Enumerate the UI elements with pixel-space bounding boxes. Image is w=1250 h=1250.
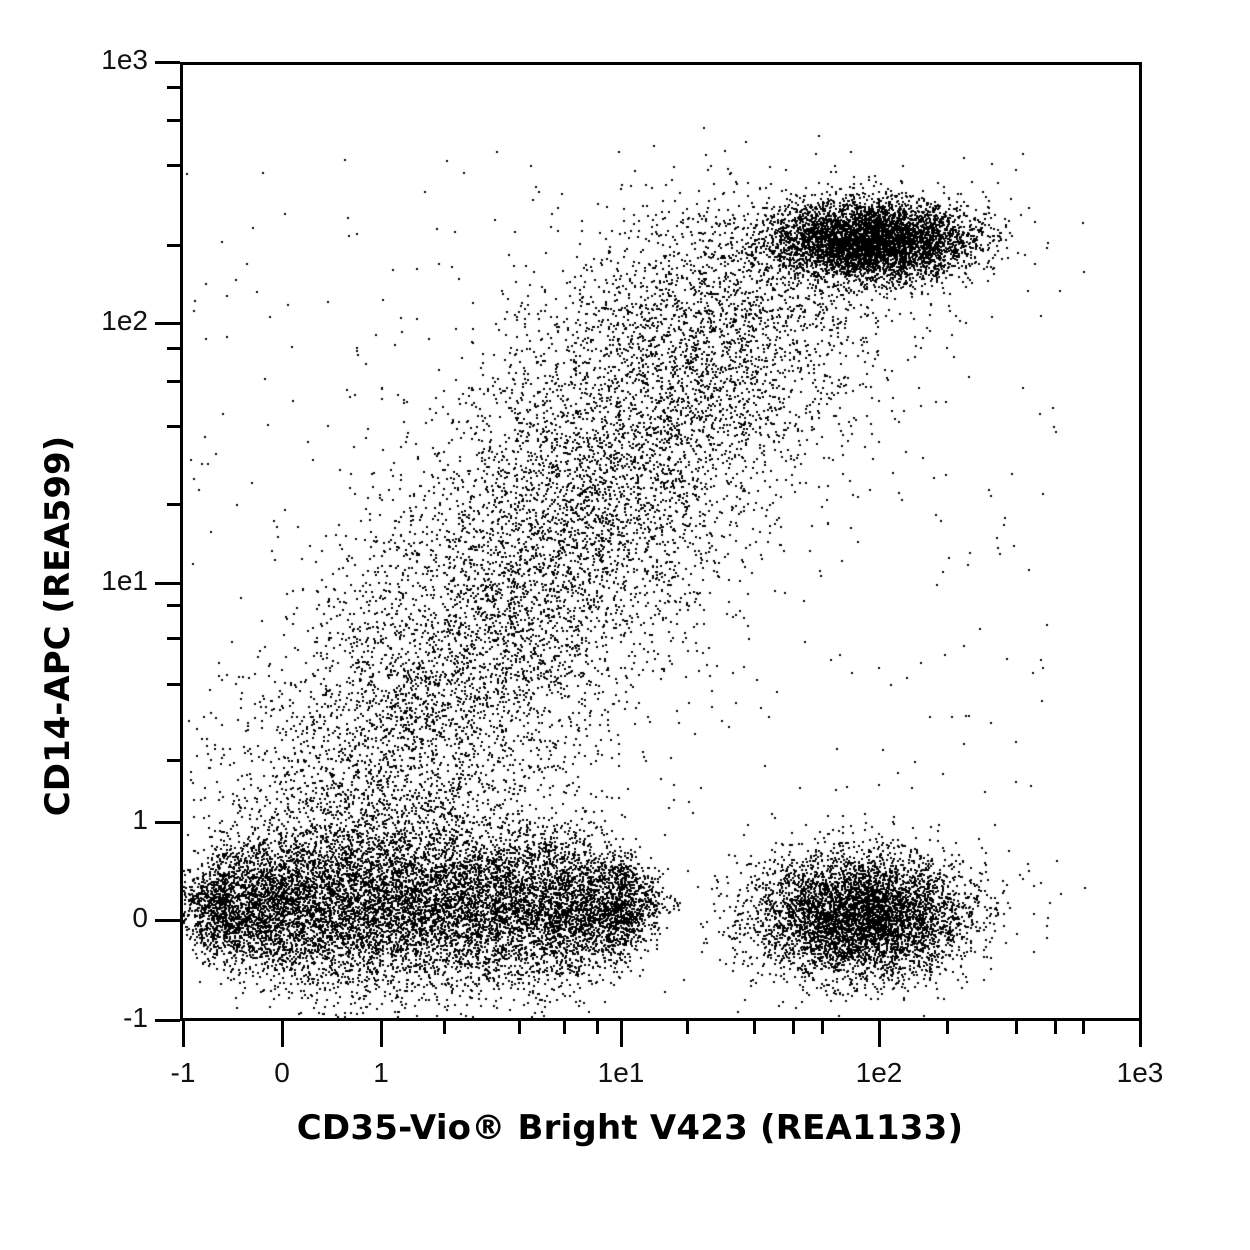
y-minor-tick	[167, 425, 180, 428]
x-minor-tick	[1054, 1021, 1057, 1034]
y-minor-tick	[167, 244, 180, 247]
y-minor-tick	[167, 759, 180, 762]
y-major-tick	[155, 919, 180, 922]
y-minor-tick	[167, 380, 180, 383]
x-minor-tick	[1082, 1021, 1085, 1034]
x-minor-tick	[596, 1021, 599, 1034]
x-major-tick	[620, 1021, 623, 1047]
y-axis-title: CD14-APC (REA599)	[38, 435, 78, 817]
y-major-tick	[155, 582, 180, 585]
y-minor-tick	[167, 637, 180, 640]
y-major-tick	[155, 61, 180, 64]
x-major-tick	[182, 1021, 185, 1047]
x-axis-title: CD35-Vio® Bright V423 (REA1133)	[296, 1108, 964, 1148]
y-minor-tick	[167, 604, 180, 607]
y-minor-tick	[167, 164, 180, 167]
x-major-tick	[1139, 1021, 1142, 1047]
x-minor-tick	[821, 1021, 824, 1034]
x-minor-tick	[946, 1021, 949, 1034]
x-minor-tick	[518, 1021, 521, 1034]
y-major-tick	[155, 1019, 180, 1022]
x-minor-tick	[792, 1021, 795, 1034]
x-minor-tick	[563, 1021, 566, 1034]
y-tick-label: 1e2	[101, 305, 148, 336]
x-tick-label: 1e2	[855, 1057, 903, 1088]
x-minor-tick	[753, 1021, 756, 1034]
x-minor-tick	[1015, 1021, 1018, 1034]
y-minor-tick	[167, 119, 180, 122]
plot-frame	[180, 62, 1142, 1021]
x-tick-label: 0	[274, 1057, 290, 1088]
x-tick-label: 1	[373, 1057, 389, 1088]
y-tick-label: -1	[123, 1002, 148, 1033]
y-minor-tick	[167, 683, 180, 686]
x-minor-tick	[686, 1021, 689, 1034]
y-tick-label: 1e3	[101, 44, 148, 75]
x-major-tick	[878, 1021, 881, 1047]
x-minor-tick	[443, 1021, 446, 1034]
x-tick-label: -1	[170, 1057, 196, 1088]
y-major-tick	[155, 322, 180, 325]
y-major-tick	[155, 821, 180, 824]
y-tick-label: 1e1	[101, 565, 148, 596]
x-major-tick	[380, 1021, 383, 1047]
y-minor-tick	[167, 503, 180, 506]
y-minor-tick	[167, 347, 180, 350]
x-tick-label: 1e3	[1116, 1057, 1164, 1088]
x-tick-label: 1e1	[597, 1057, 645, 1088]
y-tick-label: 1	[132, 804, 148, 835]
x-major-tick	[281, 1021, 284, 1047]
y-tick-label: 0	[132, 902, 148, 933]
y-minor-tick	[167, 86, 180, 89]
scatter-points	[183, 65, 1139, 1018]
